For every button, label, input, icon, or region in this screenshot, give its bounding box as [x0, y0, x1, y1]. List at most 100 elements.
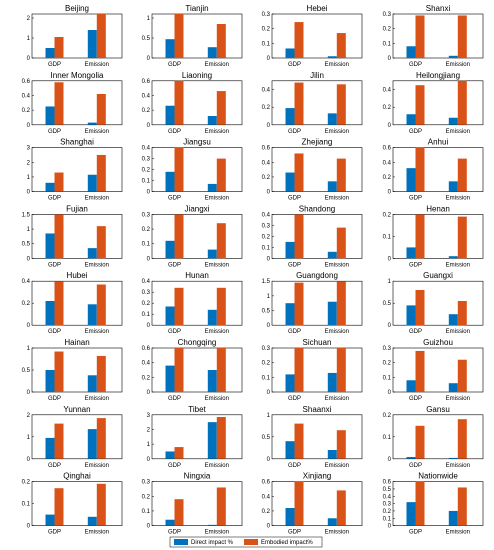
x-tick-label: Emission: [446, 62, 470, 68]
bar-embodied-emission: [216, 91, 226, 125]
subplot-jiangxi: Jiangxi 0 0.1 0.2 0.3 GDP Emission: [142, 204, 243, 268]
x-tick-label: GDP: [288, 396, 301, 402]
x-tick-label: Emission: [325, 262, 349, 268]
subplot-title: Liaoning: [182, 71, 212, 80]
plot-frame: [392, 13, 484, 59]
bar-embodied-gdp: [415, 290, 425, 326]
bar-embodied-gdp: [294, 348, 304, 392]
bar-embodied-emission: [457, 359, 467, 392]
y-tick-label: 3: [27, 146, 31, 152]
legend-label-direct: Direct impact %: [191, 540, 234, 546]
x-tick-label: GDP: [288, 129, 301, 135]
x-tick-label: Emission: [85, 463, 109, 469]
x-tick-label: GDP: [168, 196, 181, 202]
bar-direct-emission: [87, 375, 97, 392]
y-tick-label: 0: [267, 390, 271, 396]
x-tick-label: GDP: [48, 530, 61, 536]
subplot-title: Shandong: [299, 204, 335, 213]
y-tick-label: 0.4: [142, 361, 151, 367]
bar-embodied-gdp: [415, 425, 425, 459]
y-tick-label: 0.2: [383, 212, 392, 218]
bar-direct-emission: [448, 256, 458, 259]
subplot-jilin: Jilin 0 0.2 0.4 GDP Emission: [262, 71, 363, 135]
subplot-title: Qinghai: [63, 472, 91, 481]
x-tick-label: GDP: [409, 62, 422, 68]
y-tick-label: 0.1: [383, 41, 392, 47]
subplot-title: Guangxi: [423, 271, 453, 280]
bar-direct-gdp: [285, 303, 295, 326]
y-tick-label: 0.3: [383, 346, 392, 352]
y-tick-label: 0.1: [383, 435, 392, 441]
y-tick-label: 0.2: [383, 105, 392, 111]
bar-embodied-emission: [216, 24, 226, 58]
subplot-title: Guizhou: [423, 338, 453, 347]
y-tick-label: 0.1: [142, 242, 151, 248]
subplot-title: Henan: [426, 204, 450, 213]
bar-embodied-gdp: [54, 37, 64, 58]
subplot-title: Jiangxi: [185, 204, 210, 213]
bar-direct-emission: [448, 314, 458, 326]
bar-embodied-emission: [457, 419, 467, 459]
bar-embodied-emission: [216, 417, 226, 459]
bar-embodied-emission: [96, 284, 106, 326]
y-tick-label: 0.2: [262, 234, 271, 240]
x-tick-label: GDP: [288, 463, 301, 469]
subplot-hubei: Hubei 0 0.2 0.4 GDP Emission: [22, 271, 123, 335]
plot-frame: [31, 80, 123, 126]
bar-embodied-emission: [336, 33, 346, 58]
x-tick-label: GDP: [288, 530, 301, 536]
x-tick-label: GDP: [409, 262, 422, 268]
y-tick-label: 0.4: [262, 212, 271, 218]
bar-direct-emission: [327, 372, 337, 392]
y-tick-label: 0: [147, 256, 151, 262]
x-tick-label: Emission: [325, 196, 349, 202]
bar-direct-emission: [207, 47, 217, 58]
bar-embodied-emission: [96, 483, 106, 526]
x-tick-label: Emission: [205, 196, 229, 202]
bar-direct-emission: [327, 251, 337, 259]
plot-frame: [151, 80, 243, 126]
y-tick-label: 1: [27, 435, 31, 441]
plot-frame: [392, 347, 484, 393]
y-tick-label: 0: [27, 390, 31, 396]
y-tick-label: 1: [27, 346, 31, 352]
bar-direct-gdp: [45, 301, 55, 326]
y-tick-label: 0.4: [142, 146, 151, 152]
subplot-shanghai: Shanghai 0 1 2 3 GDP Emission: [27, 138, 123, 202]
bar-direct-emission: [448, 457, 458, 459]
x-tick-label: Emission: [446, 396, 470, 402]
bar-direct-emission: [207, 422, 217, 459]
bar-embodied-emission: [457, 15, 467, 58]
y-tick-label: 0.3: [262, 346, 271, 352]
y-tick-label: 2: [27, 413, 31, 419]
x-tick-label: Emission: [446, 196, 470, 202]
x-tick-label: Emission: [205, 262, 229, 268]
bar-embodied-gdp: [294, 22, 304, 58]
bar-direct-gdp: [406, 46, 416, 58]
bar-embodied-gdp: [54, 351, 64, 392]
x-tick-label: Emission: [325, 329, 349, 335]
y-tick-label: 0.1: [383, 516, 392, 522]
subplot-beijing: Beijing 0 1 2 GDP Emission: [27, 4, 123, 68]
y-tick-label: 0.3: [142, 212, 151, 218]
bar-embodied-gdp: [174, 499, 184, 526]
bar-direct-emission: [448, 117, 458, 125]
bar-direct-gdp: [165, 365, 175, 392]
y-tick-label: 0.2: [22, 480, 31, 486]
y-tick-label: 0.4: [22, 279, 31, 285]
bar-embodied-emission: [457, 80, 467, 125]
x-tick-label: Emission: [205, 396, 229, 402]
bar-direct-emission: [327, 518, 337, 526]
subplot-guizhou: Guizhou 0 0.1 0.2 0.3 GDP Emission: [383, 338, 484, 402]
subplot-hunan: Hunan 0 0.1 0.2 0.3 0.4 GDP Emission: [142, 271, 243, 335]
plot-frame: [151, 13, 243, 59]
bar-embodied-emission: [336, 281, 346, 326]
y-tick-label: 0.6: [22, 79, 31, 85]
y-tick-label: 0: [388, 256, 392, 262]
x-tick-label: Emission: [85, 262, 109, 268]
plot-frame: [392, 414, 484, 460]
bar-direct-emission: [327, 56, 337, 58]
y-tick-label: 0.2: [142, 227, 151, 233]
y-tick-label: 0: [147, 524, 151, 530]
